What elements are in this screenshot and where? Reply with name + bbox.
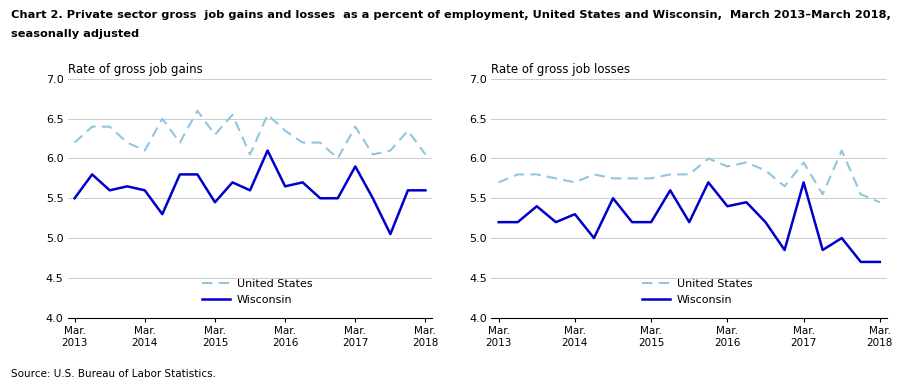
Text: Chart 2. Private sector gross  job gains and losses  as a percent of employment,: Chart 2. Private sector gross job gains … bbox=[11, 10, 891, 20]
Text: Rate of gross job losses: Rate of gross job losses bbox=[491, 64, 630, 76]
Legend: United States, Wisconsin: United States, Wisconsin bbox=[638, 274, 757, 310]
Text: Rate of gross job gains: Rate of gross job gains bbox=[68, 64, 203, 76]
Text: Source: U.S. Bureau of Labor Statistics.: Source: U.S. Bureau of Labor Statistics. bbox=[11, 369, 216, 379]
Legend: United States, Wisconsin: United States, Wisconsin bbox=[198, 274, 317, 310]
Text: seasonally adjusted: seasonally adjusted bbox=[11, 29, 139, 39]
